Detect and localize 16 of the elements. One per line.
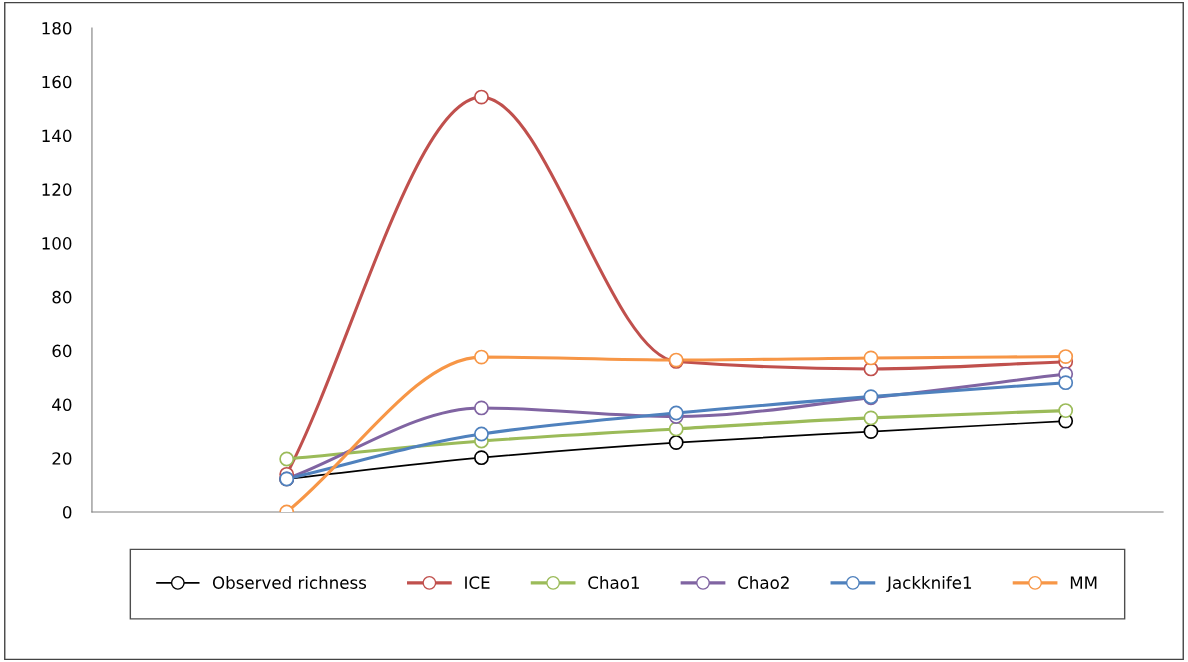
legend-label: Chao1 <box>588 576 639 589</box>
y-tick-label: 20 <box>52 452 72 465</box>
legend-label: Jackknife1 <box>886 576 972 593</box>
y-tick-label: 80 <box>52 290 72 304</box>
y-tick-label: 40 <box>52 398 72 412</box>
y-tick-label: 180 <box>42 21 72 35</box>
legend-label: MM <box>1070 576 1097 589</box>
y-tick-label: 140 <box>42 129 72 143</box>
y-tick-label: 100 <box>42 237 72 250</box>
y-tick-label: 120 <box>42 183 72 196</box>
y-tick-label: 60 <box>52 344 72 358</box>
legend-label: Observed richness <box>212 576 367 589</box>
legend-label: ICE <box>465 576 490 589</box>
legend-label: Chao2 <box>738 576 789 589</box>
y-tick-label: 0 <box>63 505 72 519</box>
y-tick-label: 160 <box>42 75 72 89</box>
